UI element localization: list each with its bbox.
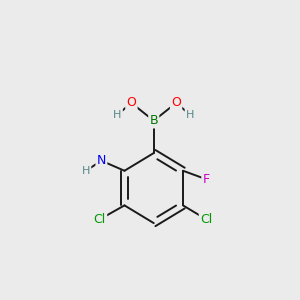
Text: Cl: Cl xyxy=(94,213,106,226)
Text: H: H xyxy=(113,110,122,119)
Text: O: O xyxy=(171,97,181,110)
Text: N: N xyxy=(97,154,106,167)
Text: O: O xyxy=(127,97,136,110)
Text: H: H xyxy=(186,110,194,119)
Text: B: B xyxy=(149,114,158,127)
Text: Cl: Cl xyxy=(200,213,212,226)
Text: F: F xyxy=(202,173,210,186)
Text: H: H xyxy=(82,166,90,176)
